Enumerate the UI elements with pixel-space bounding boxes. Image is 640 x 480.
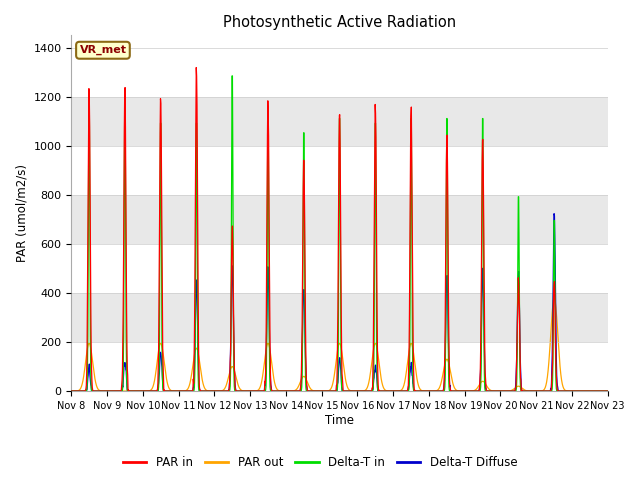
- Y-axis label: PAR (umol/m2/s): PAR (umol/m2/s): [15, 164, 28, 262]
- Bar: [72, 244, 608, 293]
- Bar: [72, 342, 608, 391]
- X-axis label: Time: Time: [325, 414, 354, 427]
- Bar: [72, 146, 608, 195]
- Title: Photosynthetic Active Radiation: Photosynthetic Active Radiation: [223, 15, 456, 30]
- Bar: [72, 96, 608, 146]
- Bar: [72, 293, 608, 342]
- Bar: [72, 48, 608, 96]
- Bar: [72, 195, 608, 244]
- Text: VR_met: VR_met: [79, 45, 127, 55]
- Legend: PAR in, PAR out, Delta-T in, Delta-T Diffuse: PAR in, PAR out, Delta-T in, Delta-T Dif…: [118, 452, 522, 474]
